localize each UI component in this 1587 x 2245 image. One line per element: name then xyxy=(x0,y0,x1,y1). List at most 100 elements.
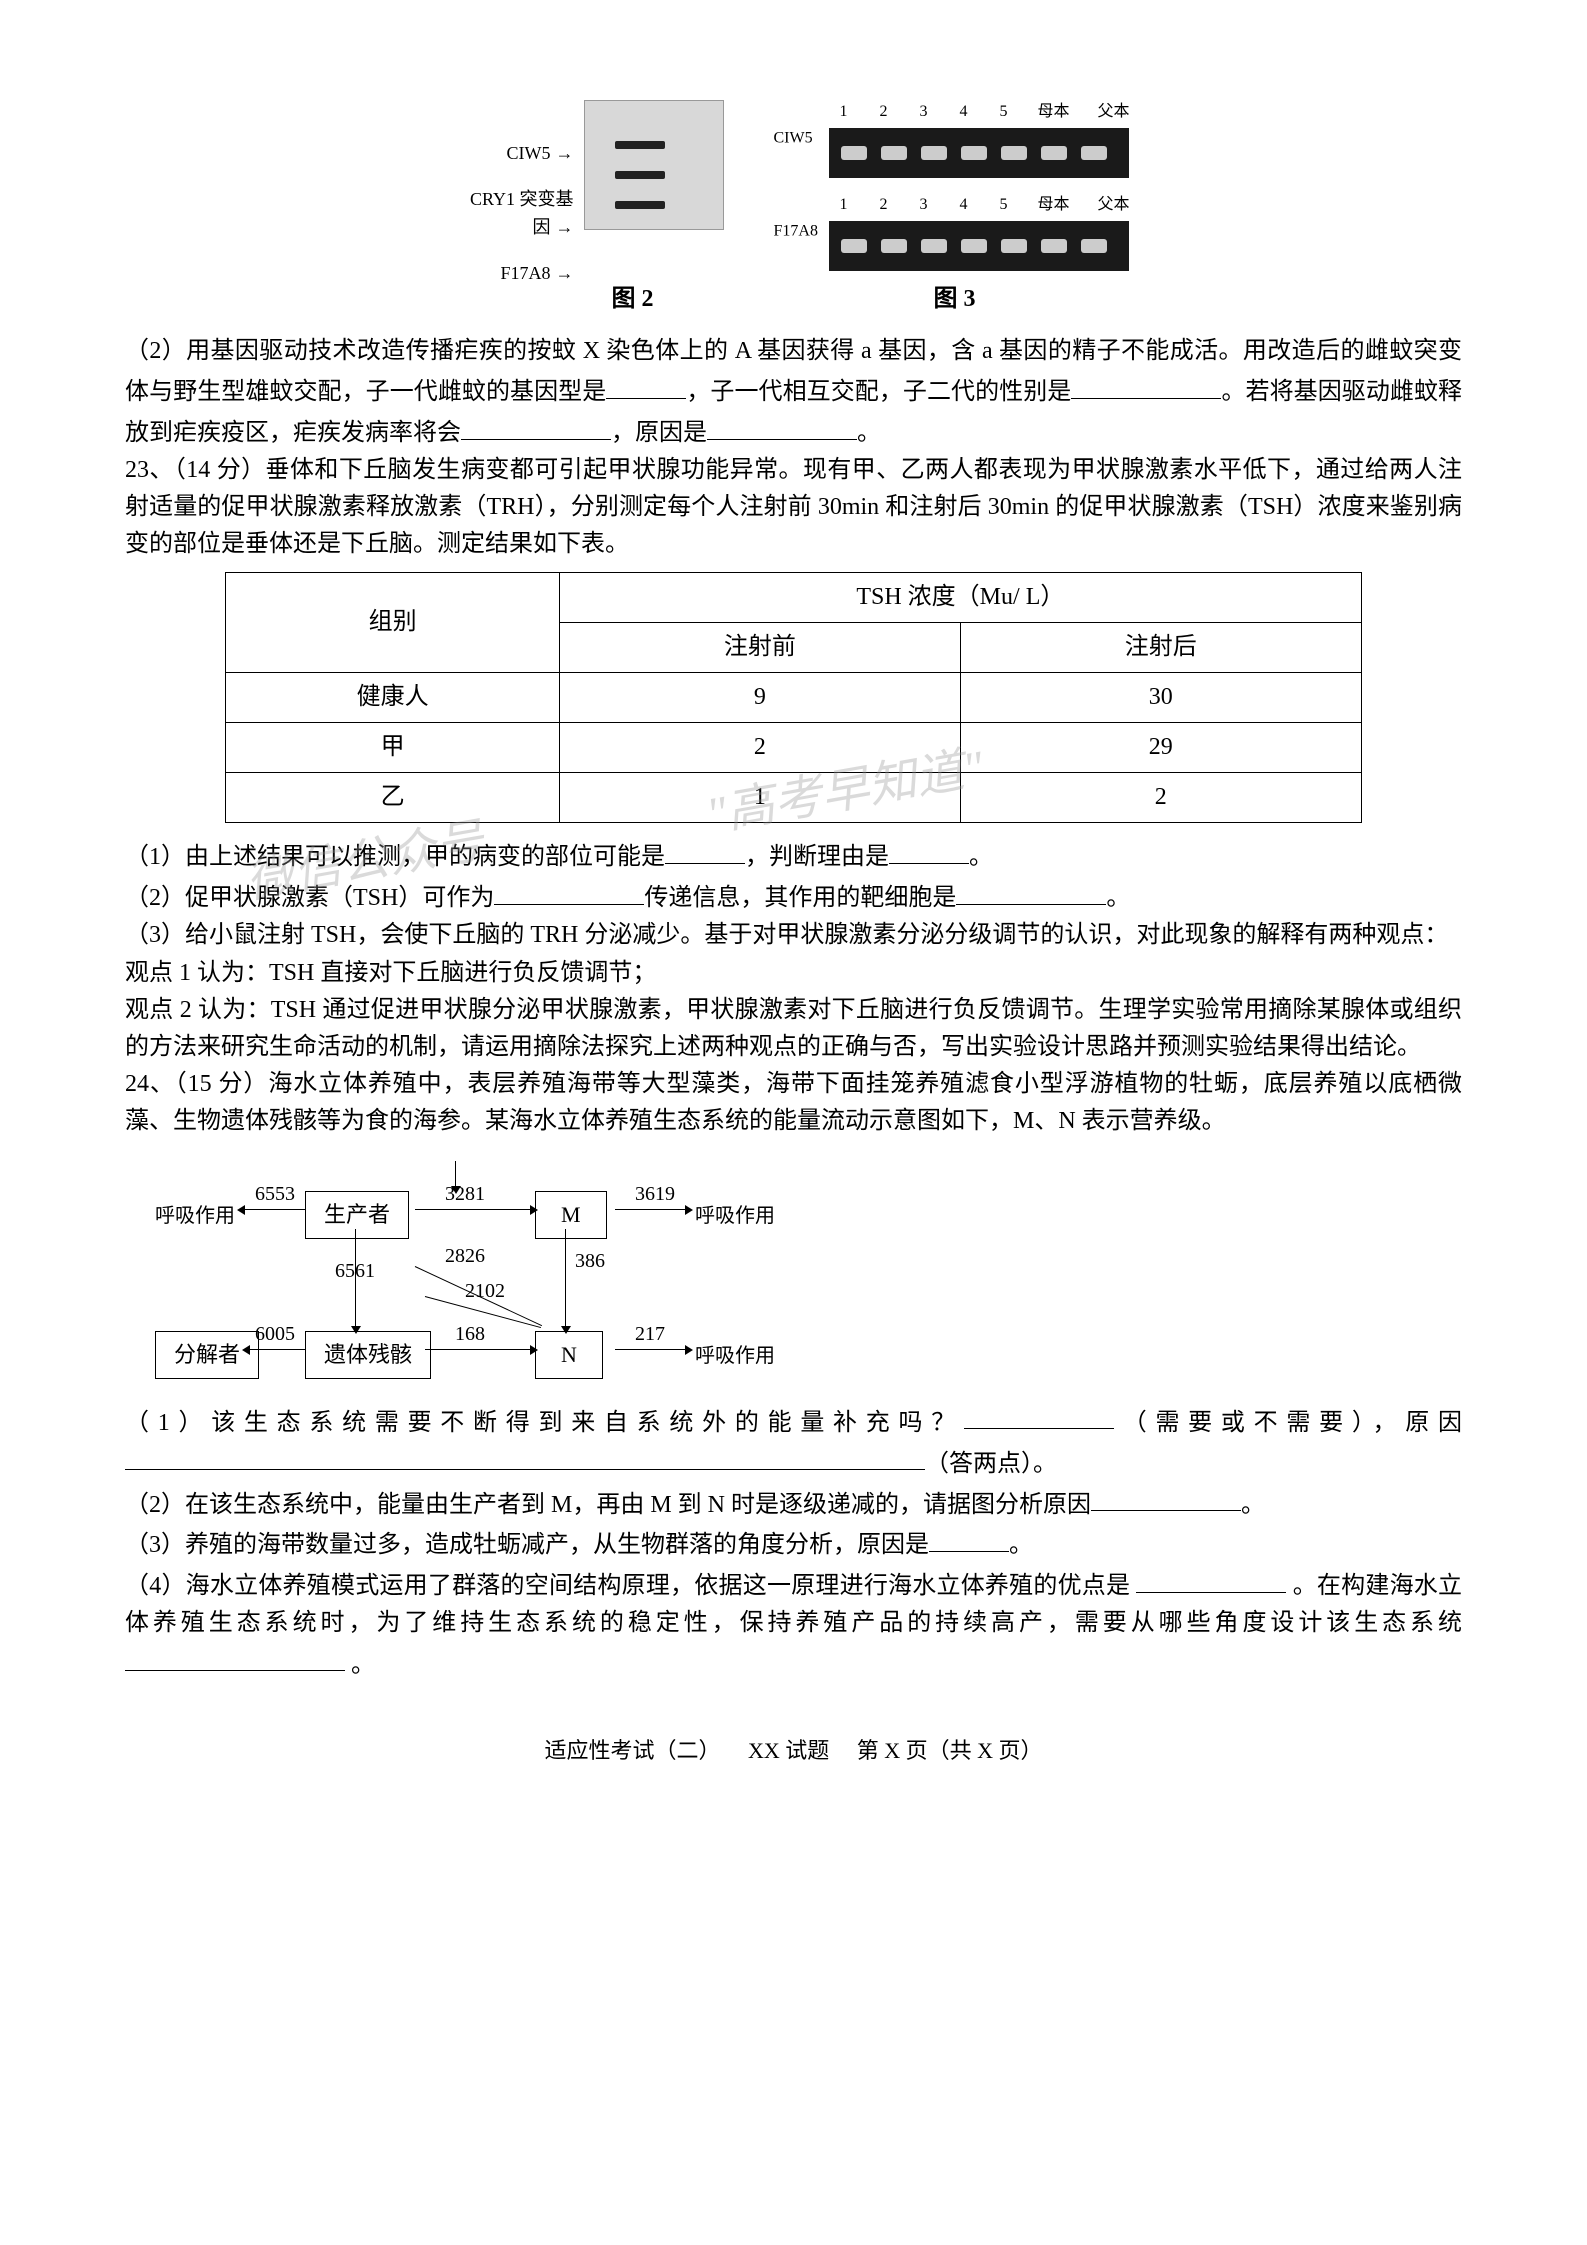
page-footer: 适应性考试（二） XX 试题 第 X 页（共 X 页） xyxy=(125,1734,1462,1768)
n6553: 6553 xyxy=(255,1179,295,1210)
q23-v1: 观点 1 认为：TSH 直接对下丘脑进行负反馈调节； xyxy=(125,955,1462,992)
box-debris: 遗体残骸 xyxy=(305,1331,431,1379)
q24-p3a: （3）养殖的海带数量过多，造成牡蛎减产，从生物群落的角度分析，原因是 xyxy=(125,1532,929,1558)
lane-2: 2 xyxy=(874,100,894,125)
resp-left: 呼吸作用 xyxy=(155,1201,235,1232)
tsh-table: 组别 TSH 浓度（Mu/ L） 注射前 注射后 健康人 9 30 甲 2 29… xyxy=(225,572,1361,824)
cell-after-2: 2 xyxy=(960,773,1361,823)
q24-p2: （2）在该生态系统中，能量由生产者到 M，再由 M 到 N 时是逐级递减的，请据… xyxy=(125,1483,1462,1524)
q24-p1a: （1）该生态系统需要不断得到来自系统外的能量补充吗？ xyxy=(125,1409,964,1435)
footer-left: 适应性考试（二） xyxy=(544,1738,720,1763)
th-before: 注射前 xyxy=(560,622,961,672)
gel2-label-f17a8: F17A8 xyxy=(500,263,550,283)
lane-1b: 1 xyxy=(834,193,854,218)
gel2-image xyxy=(584,100,724,230)
blank-24-4b[interactable] xyxy=(125,1643,345,1672)
blank-23-2b[interactable] xyxy=(956,876,1106,905)
q23-p3: （3）给小鼠注射 TSH，会使下丘脑的 TRH 分泌减少。基于对甲状腺激素分泌分… xyxy=(125,917,1462,954)
n386: 386 xyxy=(575,1246,605,1277)
blank-24-1b[interactable] xyxy=(125,1442,925,1471)
gel3-top-label: CIW5 xyxy=(774,126,813,151)
cell-before-0: 9 xyxy=(560,672,961,722)
lane-4b: 4 xyxy=(954,193,974,218)
footer-mid: XX 试题 xyxy=(748,1738,829,1763)
footer-right: 第 X 页（共 X 页） xyxy=(857,1738,1043,1763)
n3281: 3281 xyxy=(445,1179,485,1210)
q24-p4: （4）海水立体养殖模式运用了群落的空间结构原理，依据这一原理进行海水立体养殖的优… xyxy=(125,1564,1462,1683)
q2-intro2: ，子一代相互交配，子二代的性别是 xyxy=(686,379,1071,405)
table-row: 健康人 9 30 xyxy=(226,672,1361,722)
blank-reason[interactable] xyxy=(707,411,857,440)
fig3-caption: 图 3 xyxy=(934,281,976,318)
q23-header: 23、（14 分）垂体和下丘脑发生病变都可引起甲状腺功能异常。现有甲、乙两人都表… xyxy=(125,452,1462,564)
q24-p3b: 。 xyxy=(1009,1532,1033,1558)
q24-p1c: （答两点）。 xyxy=(925,1450,1057,1476)
gel2-labels: CIW5→ CRY1 突变基因→ F17A8→ xyxy=(454,140,574,306)
box-decomposer: 分解者 xyxy=(155,1331,259,1379)
cell-group-2: 乙 xyxy=(226,773,560,823)
gel3-panel-top: 1 2 3 4 5 母本 父本 CIW5 xyxy=(774,100,1134,178)
blank-24-3[interactable] xyxy=(929,1523,1009,1552)
n2826: 2826 xyxy=(445,1241,485,1272)
th-after: 注射后 xyxy=(960,622,1361,672)
cell-after-1: 29 xyxy=(960,723,1361,773)
lane-father: 父本 xyxy=(1094,100,1134,125)
n2102: 2102 xyxy=(465,1276,505,1307)
figure-captions: 图 2 图 3 xyxy=(125,281,1462,318)
n6005: 6005 xyxy=(255,1319,295,1350)
blank-23-1a[interactable] xyxy=(665,835,745,864)
q24-p2a: （2）在该生态系统中，能量由生产者到 M，再由 M 到 N 时是逐级递减的，请据… xyxy=(125,1491,1091,1517)
cell-group-0: 健康人 xyxy=(226,672,560,722)
lane-mother-b: 母本 xyxy=(1034,193,1074,218)
q24-p2b: 。 xyxy=(1241,1491,1265,1517)
q23-p1: （1）由上述结果可以推测，甲的病变的部位可能是 ，判断理由是 。 xyxy=(125,835,1462,876)
box-m: M xyxy=(535,1191,607,1239)
gel3-bot-label: F17A8 xyxy=(774,219,818,244)
lane-1: 1 xyxy=(834,100,854,125)
gel3-bot-lanes: 1 2 3 4 5 母本 父本 xyxy=(834,193,1134,218)
cell-group-1: 甲 xyxy=(226,723,560,773)
lane-5b: 5 xyxy=(994,193,1014,218)
gel3-top-lanes: 1 2 3 4 5 母本 父本 xyxy=(834,100,1134,125)
lane-4: 4 xyxy=(954,100,974,125)
table-row: 甲 2 29 xyxy=(226,723,1361,773)
box-producer: 生产者 xyxy=(305,1191,409,1239)
gel3-bot-box xyxy=(829,221,1129,271)
gel-figure-2: CIW5→ CRY1 突变基因→ F17A8→ xyxy=(454,100,734,271)
blank-24-1a[interactable] xyxy=(964,1401,1114,1430)
blank-gender[interactable] xyxy=(1071,370,1221,399)
n217: 217 xyxy=(635,1319,665,1350)
q24-p1b: （需要或不需要），原因 xyxy=(1114,1409,1462,1435)
lane-3: 3 xyxy=(914,100,934,125)
energy-flow-diagram: 生产者 M 遗体残骸 分解者 N 呼吸作用 呼吸作用 呼吸作用 6553 328… xyxy=(155,1161,855,1381)
q23-p1a: （1）由上述结果可以推测，甲的病变的部位可能是 xyxy=(125,844,665,870)
q23-p2a: （2）促甲状腺激素（TSH）可作为 xyxy=(125,885,494,911)
cell-before-2: 1 xyxy=(560,773,961,823)
lane-5: 5 xyxy=(994,100,1014,125)
blank-genotype[interactable] xyxy=(606,370,686,399)
lane-father-b: 父本 xyxy=(1094,193,1134,218)
resp-right-bot: 呼吸作用 xyxy=(695,1341,775,1372)
resp-right-top: 呼吸作用 xyxy=(695,1201,775,1232)
blank-23-2a[interactable] xyxy=(494,876,644,905)
table-row: 乙 1 2 xyxy=(226,773,1361,823)
gel3-panel-bottom: 1 2 3 4 5 母本 父本 F17A8 xyxy=(774,193,1134,271)
lane-3b: 3 xyxy=(914,193,934,218)
q2-text: （2）用基因驱动技术改造传播疟疾的按蚊 X 染色体上的 A 基因获得 a 基因，… xyxy=(125,333,1462,452)
cell-after-0: 30 xyxy=(960,672,1361,722)
q24-p1: （1）该生态系统需要不断得到来自系统外的能量补充吗？ （需要或不需要），原因 （答两… xyxy=(125,1401,1462,1483)
q23-p2b: 传递信息，其作用的靶细胞是 xyxy=(644,885,956,911)
blank-24-2[interactable] xyxy=(1091,1483,1241,1512)
gel-figures: CIW5→ CRY1 突变基因→ F17A8→ 1 2 3 4 5 母本 父本 … xyxy=(125,100,1462,271)
q23-p1c: 。 xyxy=(969,844,993,870)
q24-p4c: 。 xyxy=(345,1651,375,1677)
q23-v2: 观点 2 认为：TSH 通过促进甲状腺分泌甲状腺激素，甲状腺激素对下丘脑进行负反… xyxy=(125,992,1462,1066)
blank-rate[interactable] xyxy=(461,411,611,440)
q23-p1b: ，判断理由是 xyxy=(745,844,889,870)
gel2-label-ciw5: CIW5 xyxy=(507,143,551,163)
gel-figure-3: 1 2 3 4 5 母本 父本 CIW5 1 2 3 4 5 母本 父本 xyxy=(774,100,1134,271)
blank-23-1b[interactable] xyxy=(889,835,969,864)
q2-intro5: 。 xyxy=(857,420,881,446)
blank-24-4a[interactable] xyxy=(1136,1564,1286,1593)
th-tsh: TSH 浓度（Mu/ L） xyxy=(560,572,1362,622)
